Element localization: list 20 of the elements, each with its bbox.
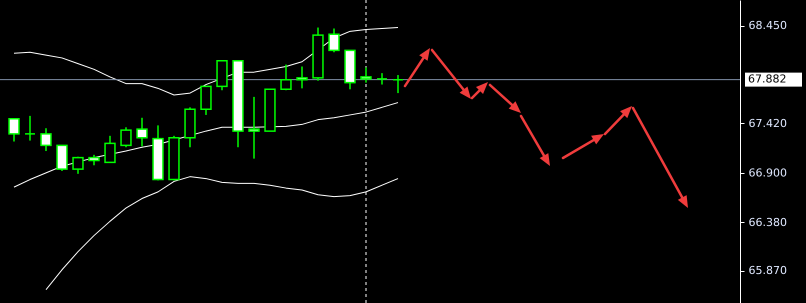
candlestick — [104, 135, 116, 164]
candlestick — [8, 118, 20, 142]
y-tick-label: 67.420 — [748, 116, 787, 130]
ref-line-label: 67.882 — [748, 72, 786, 86]
candlestick — [392, 74, 404, 94]
candlestick — [88, 154, 100, 166]
y-tick-label: 65.870 — [748, 264, 787, 278]
y-tick-label: 66.380 — [748, 216, 787, 229]
candlestick — [72, 156, 84, 175]
candlestick — [280, 64, 292, 91]
candlestick — [40, 127, 52, 152]
candlestick — [120, 126, 132, 148]
y-tick-label: 68.450 — [748, 19, 787, 32]
candlestick — [56, 144, 68, 172]
candlestick — [376, 72, 388, 86]
candlestick — [200, 86, 212, 116]
candlestick — [296, 66, 308, 90]
candlestick — [24, 115, 36, 142]
candlestick — [136, 117, 148, 148]
y-tick-label: 66.900 — [748, 166, 787, 180]
